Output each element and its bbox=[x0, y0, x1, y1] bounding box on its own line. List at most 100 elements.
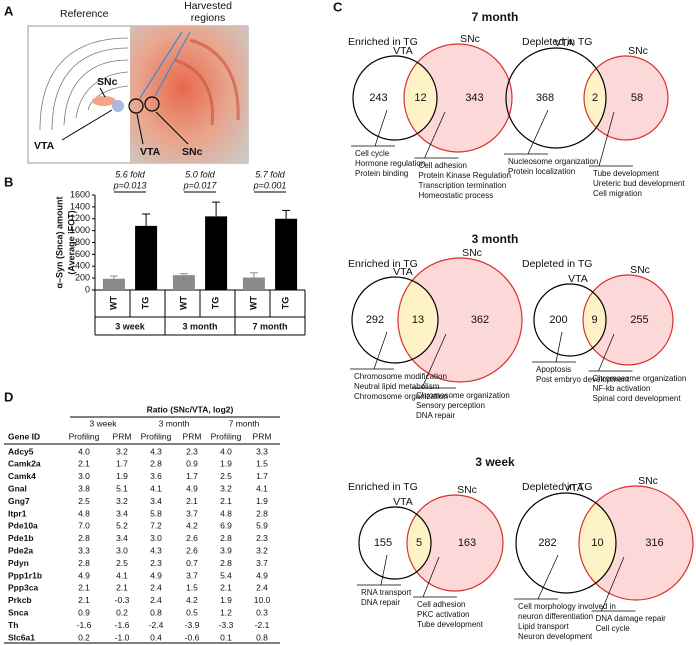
count: 343 bbox=[465, 92, 483, 104]
table-cell: 3.7 bbox=[186, 508, 198, 518]
gene-id: Camk4 bbox=[8, 471, 36, 481]
go-term: Neuron development bbox=[518, 632, 593, 641]
section-title: 3 week bbox=[475, 455, 515, 469]
reference-label: Reference bbox=[60, 8, 109, 20]
go-term: Transcription termination bbox=[419, 181, 507, 190]
gene-id: Prkcb bbox=[8, 595, 32, 605]
venn-title: Depleted in TG bbox=[522, 258, 592, 270]
go-term: Cell morphology involved in bbox=[518, 602, 616, 611]
gene-id: Gnal bbox=[8, 483, 27, 493]
bar bbox=[135, 225, 158, 290]
snc-label: SNc bbox=[182, 146, 203, 158]
count: 200 bbox=[549, 314, 567, 326]
table-cell: 3.2 bbox=[116, 496, 128, 506]
table-cell: 0.7 bbox=[186, 558, 198, 568]
group-header: 3 month bbox=[159, 418, 190, 428]
table-cell: 2.1 bbox=[186, 496, 198, 506]
snc-circle-outline bbox=[582, 274, 674, 366]
group-header: 3 week bbox=[90, 418, 118, 428]
fold-annotation: 5.7 fold bbox=[255, 169, 286, 179]
set-label: VTA bbox=[568, 273, 588, 285]
go-term: Tube development bbox=[417, 620, 484, 629]
count: 155 bbox=[374, 537, 392, 549]
snc-circle-outline bbox=[583, 55, 669, 141]
snc-circle bbox=[583, 275, 673, 365]
go-term: Tube development bbox=[593, 169, 660, 178]
table-cell: 2.8 bbox=[220, 558, 232, 568]
leader bbox=[555, 331, 563, 363]
column-header: Gene ID bbox=[8, 431, 40, 441]
section-title: 7 month bbox=[472, 10, 519, 24]
table-cell: 5.9 bbox=[256, 521, 268, 531]
table-cell: 2.5 bbox=[78, 496, 90, 506]
set-label: SNc bbox=[638, 475, 658, 487]
table-cell: 2.8 bbox=[220, 533, 232, 543]
y-tick-label: 1000 bbox=[70, 225, 90, 235]
go-term: Neutral lipid metabolism bbox=[354, 382, 440, 391]
gene-id: Pde10a bbox=[8, 521, 38, 531]
go-term: Cell migration bbox=[593, 189, 642, 198]
fold-annotation: 5.0 fold bbox=[185, 169, 216, 179]
go-term: PKC activation bbox=[417, 610, 469, 619]
table-cell: 2.8 bbox=[78, 533, 90, 543]
gene-id: Slc6a1 bbox=[8, 632, 35, 642]
table-cell: 1.9 bbox=[116, 471, 128, 481]
y-tick-label: 1200 bbox=[70, 213, 90, 223]
harvest-circle bbox=[128, 98, 144, 114]
table-cell: -0.6 bbox=[185, 632, 200, 642]
snc-circle bbox=[404, 44, 512, 152]
go-term: Sensory perception bbox=[416, 401, 485, 410]
table-cell: 4.9 bbox=[186, 483, 198, 493]
table-cell: 5.2 bbox=[116, 521, 128, 531]
count: 10 bbox=[591, 537, 603, 549]
leader bbox=[527, 109, 549, 155]
go-term: DNA repair bbox=[361, 598, 400, 607]
group-label: 7 month bbox=[253, 321, 288, 331]
go-term: Cell cycle bbox=[355, 149, 390, 158]
x-tick-label: TG bbox=[280, 297, 290, 310]
table-cell: 3.4 bbox=[116, 508, 128, 518]
column-header: PRM bbox=[113, 431, 132, 441]
table-cell: 3.7 bbox=[186, 570, 198, 580]
y-tick-label: 1400 bbox=[70, 201, 90, 211]
p-annotation: p=0.013 bbox=[113, 180, 147, 190]
gene-id: Itpr1 bbox=[8, 508, 27, 518]
bar bbox=[275, 218, 298, 290]
snc-region bbox=[92, 96, 116, 106]
go-term: Chromosome organization bbox=[416, 391, 510, 400]
panel-label: A bbox=[4, 3, 14, 18]
vta-label: VTA bbox=[140, 146, 161, 158]
go-term: Protein binding bbox=[355, 169, 408, 178]
table-cell: 4.2 bbox=[186, 521, 198, 531]
set-label: SNc bbox=[630, 264, 650, 276]
table-cell: 7.2 bbox=[150, 521, 162, 531]
gene-id: Pde1b bbox=[8, 533, 34, 543]
table-cell: 2.5 bbox=[220, 471, 232, 481]
y-tick-label: 800 bbox=[75, 237, 90, 247]
table-cell: 2.4 bbox=[256, 583, 268, 593]
table-cell: 3.3 bbox=[256, 446, 268, 456]
leader bbox=[598, 111, 615, 167]
go-term: neuron differentiation bbox=[518, 612, 593, 621]
go-term: DNA repair bbox=[416, 411, 455, 420]
leader bbox=[424, 111, 446, 159]
count: 9 bbox=[591, 314, 597, 326]
table-cell: 1.9 bbox=[256, 496, 268, 506]
go-term: Chromosome organization bbox=[354, 392, 448, 401]
go-term: Cell adhesion bbox=[417, 600, 465, 609]
leader bbox=[374, 109, 388, 147]
count: 292 bbox=[366, 314, 384, 326]
table-cell: 3.6 bbox=[150, 471, 162, 481]
table-cell: 0.2 bbox=[116, 607, 128, 617]
table-cell: -1.6 bbox=[77, 620, 92, 630]
table-cell: 4.0 bbox=[78, 446, 90, 456]
table-cell: 0.9 bbox=[78, 607, 90, 617]
leader bbox=[380, 554, 388, 586]
section-title: 3 month bbox=[472, 232, 519, 246]
gene-id: Pde2a bbox=[8, 545, 33, 555]
table-cell: 3.2 bbox=[220, 483, 232, 493]
snc-label: SNc bbox=[97, 76, 118, 88]
y-axis-title: (Average iFOT) bbox=[66, 210, 76, 274]
panel-label: C bbox=[333, 0, 343, 14]
